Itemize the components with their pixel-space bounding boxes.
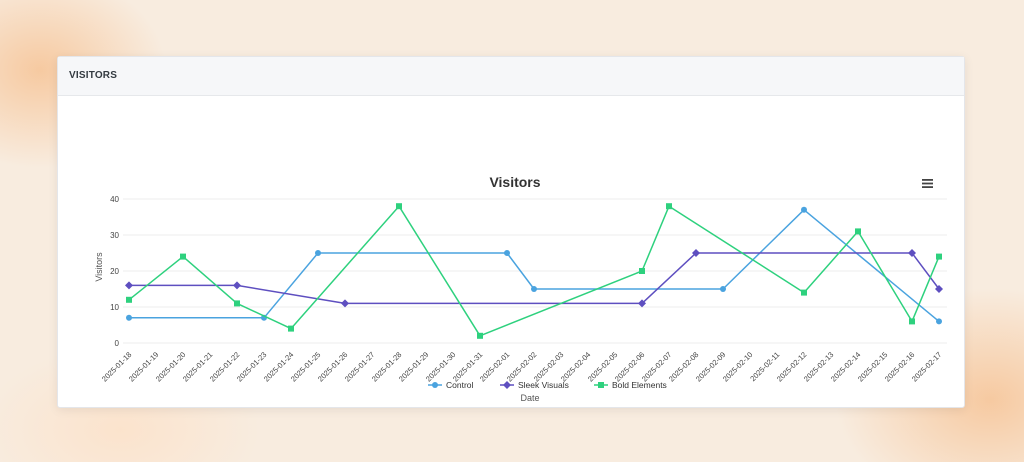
- data-point: [315, 250, 321, 256]
- data-point: [855, 228, 861, 235]
- legend-label: Control: [446, 380, 474, 390]
- visitors-card: VISITORS 0 10 20 30 40 2025-01-18 2025-01-19 2…: [57, 56, 965, 408]
- legend-item[interactable]: Sleek Visuals: [500, 380, 569, 390]
- data-point: [396, 203, 402, 210]
- y-tick-label: 30: [110, 231, 119, 240]
- series-bold-elements: [126, 203, 942, 339]
- data-point: [720, 286, 726, 292]
- data-point: [936, 253, 942, 260]
- data-point: [666, 203, 672, 210]
- chart-title: Visitors: [489, 174, 540, 190]
- y-tick-label: 20: [110, 267, 119, 276]
- x-axis-label: Date: [520, 393, 539, 403]
- y-axis: 0 10 20 30 40: [110, 195, 119, 348]
- legend-marker: [432, 382, 438, 388]
- y-axis-label: Visitors: [94, 252, 104, 282]
- series-line: [128, 205, 940, 337]
- chart-area: 0 10 20 30 40 2025-01-18 2025-01-19 2025-01-20…: [58, 95, 964, 407]
- grid-lines: [123, 198, 947, 344]
- legend-label: Bold Elements: [612, 380, 667, 390]
- data-point: [531, 286, 537, 292]
- data-point: [801, 206, 807, 213]
- legend-item[interactable]: Control: [428, 380, 474, 390]
- legend-marker: [598, 382, 604, 388]
- data-point: [935, 285, 943, 293]
- y-tick-label: 0: [115, 339, 120, 348]
- data-point: [639, 268, 645, 274]
- y-tick-label: 10: [110, 303, 119, 312]
- legend-label: Sleek Visuals: [518, 380, 569, 390]
- data-point: [909, 318, 915, 325]
- card-title: VISITORS: [69, 70, 118, 81]
- data-point: [936, 318, 942, 325]
- hamburger-menu-icon[interactable]: [919, 176, 936, 191]
- series-control: [126, 206, 942, 325]
- x-axis: 2025-01-182025-01-192025-01-202025-01-21…: [100, 350, 943, 383]
- data-point: [126, 314, 132, 321]
- y-tick-label: 40: [110, 195, 119, 204]
- chart-legend: Control Sleek Visuals Bold Elements: [428, 380, 667, 390]
- data-point: [638, 299, 646, 308]
- data-point: [908, 249, 916, 257]
- legend-item[interactable]: Bold Elements: [594, 380, 667, 390]
- series-group: [125, 203, 943, 339]
- card-header: VISITORS: [58, 57, 964, 96]
- series-line: [129, 209, 940, 322]
- data-point: [801, 289, 807, 296]
- data-point: [234, 300, 240, 307]
- data-point: [288, 325, 294, 332]
- data-point: [125, 281, 133, 290]
- series-sleek-visuals: [125, 249, 943, 308]
- data-point: [692, 249, 700, 257]
- data-point: [477, 332, 483, 339]
- data-point: [341, 299, 349, 308]
- data-point: [126, 296, 132, 303]
- data-point: [233, 281, 241, 290]
- data-point: [180, 253, 186, 260]
- legend-marker: [503, 381, 511, 389]
- data-point: [504, 250, 510, 256]
- visitors-line-chart: 0 10 20 30 40 2025-01-182025-01-192025-01-20…: [94, 174, 947, 403]
